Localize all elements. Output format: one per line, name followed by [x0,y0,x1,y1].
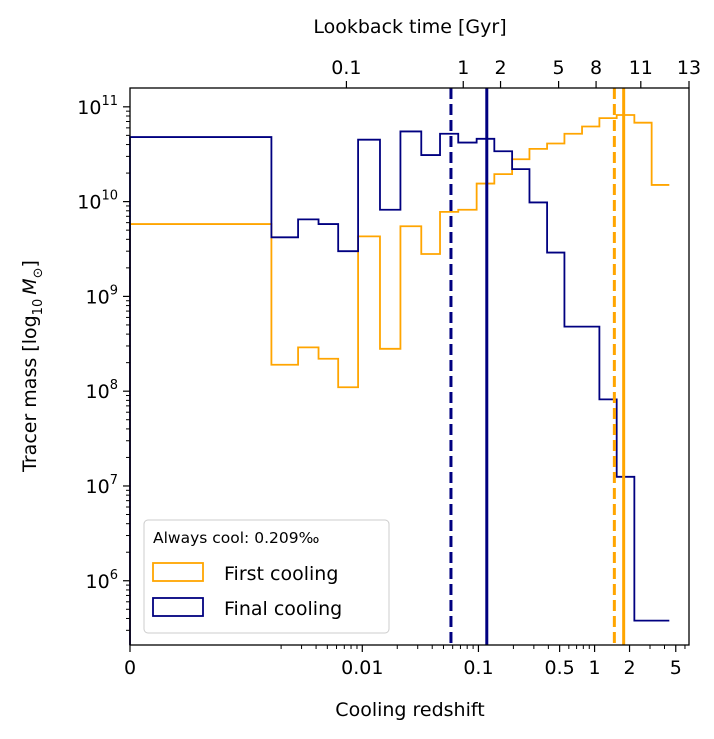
y-title-prefix: Tracer mass [log [19,315,41,473]
histogram-first-cooling [129,114,670,645]
y-tick-label: 106 [86,568,118,593]
top-tick-label: 2 [494,57,506,79]
top-tick-label: 1 [457,57,469,79]
top-tick-label: 5 [553,57,565,79]
top-axis-title: Lookback time [Gyr] [313,16,506,38]
y-tick-label: 1010 [77,189,118,214]
x-tick-label: 0.1 [463,657,493,679]
top-tick-label: 11 [629,57,653,79]
y-tick-base: 10 [77,192,101,214]
x-tick-label: 2 [624,657,636,679]
y-tick-base: 10 [86,286,110,308]
y-tick-exponent: 11 [101,94,118,109]
axis-ticks: 0 0.01 0.1 0.5 1 2 50.1 1 2 5 8 11 13106107108109101… [77,57,701,679]
x-tick-label: 5 [670,657,682,679]
x-tick-label: 0.01 [341,657,383,679]
y-tick-label: 107 [86,473,118,498]
y-tick-label: 1011 [77,94,118,119]
y-title-sub: 10 [31,299,46,316]
y-tick-base: 10 [86,571,110,593]
legend-box [143,519,390,634]
x-tick-label: 1 [589,657,601,679]
y-title-suffix: ] [19,260,41,267]
y-tick-exponent: 6 [110,568,118,583]
y-tick-base: 10 [77,97,101,119]
x-tick-label: 0.5 [545,657,575,679]
legend-label-final-cooling: Final cooling [224,598,342,620]
legend-swatch-first-cooling [152,562,204,582]
legend-title: Always cool: 0.209‰ [153,529,319,547]
y-tick-label: 109 [86,283,118,308]
y-tick-label: 108 [86,378,118,403]
legend-label-first-cooling: First cooling [224,563,338,585]
plot-area [129,88,670,645]
y-tick-base: 10 [86,476,110,498]
top-tick-label: 8 [590,57,602,79]
y-axis-title: Tracer mass [log10 M⊙] [19,260,46,473]
legend: Always cool: 0.209‰ First cooling Final … [143,519,390,634]
y-tick-exponent: 10 [101,189,118,204]
top-tick-label: 13 [677,57,701,79]
x-axis-title: Cooling redshift [335,699,484,721]
axes-frame [129,87,690,646]
y-tick-exponent: 9 [110,283,118,298]
y-tick-exponent: 8 [110,378,118,393]
x-tick-label: 0 [124,657,136,679]
histogram-final-cooling [129,130,670,645]
y-title-var: M [19,278,41,294]
y-title-var-sub: ⊙ [31,267,46,278]
top-tick-label: 0.1 [331,57,361,79]
legend-swatch-final-cooling [152,597,204,617]
y-tick-base: 10 [86,381,110,403]
y-tick-exponent: 7 [110,473,118,488]
